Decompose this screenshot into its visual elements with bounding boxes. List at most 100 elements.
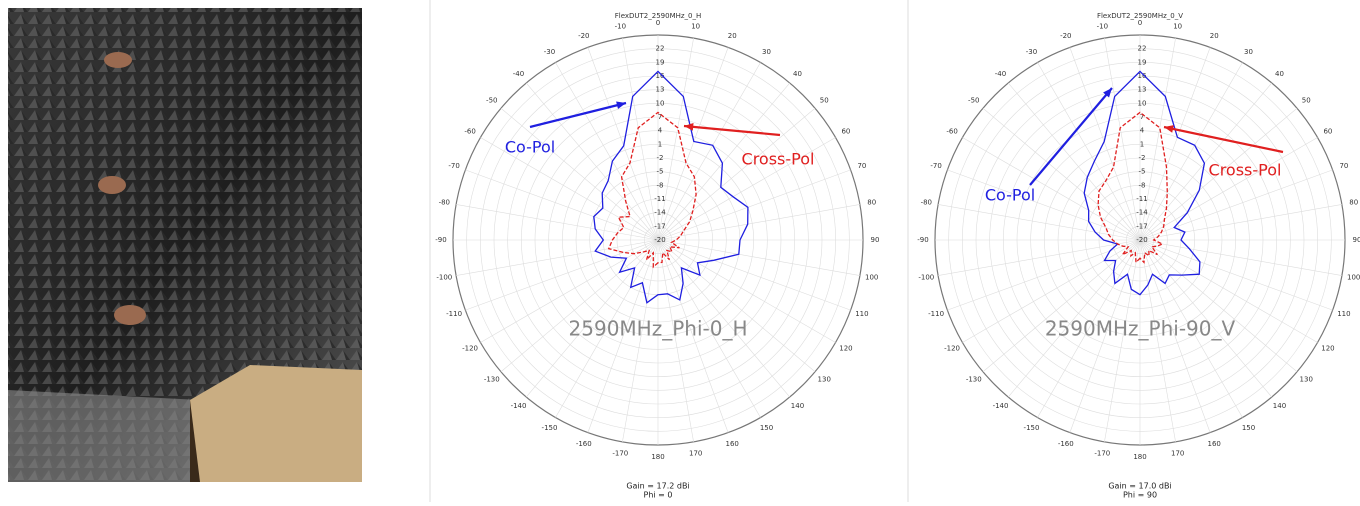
angle-tick-label: -40 xyxy=(513,70,524,78)
angle-tick-label: 40 xyxy=(1275,70,1284,78)
footer-text: Phi = 0 xyxy=(644,491,673,500)
series-annotation: Cross-Pol xyxy=(742,150,815,169)
angle-tick-label: -90 xyxy=(917,236,928,244)
angle-tick-label: 60 xyxy=(1323,128,1332,136)
angle-tick-label: -100 xyxy=(436,274,452,282)
series-annotation: Co-Pol xyxy=(505,138,555,157)
angle-tick-label: -40 xyxy=(995,70,1006,78)
radial-tick-label: 4 xyxy=(658,127,663,135)
radial-tick-label: 10 xyxy=(656,99,665,107)
radial-tick-label: 10 xyxy=(1138,99,1147,107)
radial-tick-label: -5 xyxy=(1139,168,1146,176)
angle-tick-label: -160 xyxy=(576,440,592,448)
radial-tick-label: 1 xyxy=(1140,140,1144,148)
radial-tick-label: -2 xyxy=(1139,154,1146,162)
angle-tick-label: 50 xyxy=(1302,97,1311,105)
angle-tick-label: -90 xyxy=(435,236,446,244)
angle-tick-label: 180 xyxy=(651,453,664,461)
angle-tick-label: 50 xyxy=(820,97,829,105)
angle-tick-label: -80 xyxy=(921,198,932,206)
angle-tick-label: 150 xyxy=(1242,424,1255,432)
radial-tick-label: -14 xyxy=(1136,209,1148,217)
angle-tick-label: -70 xyxy=(930,162,941,170)
angle-tick-label: -130 xyxy=(484,375,500,383)
angle-tick-label: -120 xyxy=(462,345,478,353)
angle-tick-label: -30 xyxy=(1026,48,1037,56)
angle-tick-label: -20 xyxy=(1060,32,1071,40)
angle-tick-label: -20 xyxy=(578,32,589,40)
angle-tick-label: 90 xyxy=(1353,236,1360,244)
angle-tick-label: -100 xyxy=(918,274,934,282)
radial-tick-label: 19 xyxy=(1138,58,1147,66)
annotation-arrow xyxy=(684,126,780,135)
radial-tick-label: 13 xyxy=(1138,86,1147,94)
radial-tick-label: 19 xyxy=(656,58,665,66)
plot-label: 2590MHz_Phi-0_H xyxy=(569,317,748,341)
radial-tick-label: -14 xyxy=(654,209,666,217)
angle-tick-label: 110 xyxy=(855,310,868,318)
angle-tick-label: 100 xyxy=(865,274,878,282)
angle-tick-label: 70 xyxy=(857,162,866,170)
angle-tick-label: 150 xyxy=(760,424,773,432)
angle-tick-label: -150 xyxy=(1024,424,1040,432)
angle-tick-label: -10 xyxy=(1097,22,1108,30)
angle-tick-label: 30 xyxy=(762,48,771,56)
annotation-arrow xyxy=(530,103,626,127)
angle-tick-label: 20 xyxy=(1210,32,1219,40)
figure: FlexDUT2_2590MHz_0_H01020304050607080901… xyxy=(0,0,1360,502)
footer-text: Phi = 90 xyxy=(1123,491,1157,500)
angle-tick-label: 160 xyxy=(726,440,739,448)
radial-tick-label: -8 xyxy=(1139,181,1146,189)
radial-tick-label: -2 xyxy=(657,154,664,162)
angle-tick-label: -170 xyxy=(612,450,628,458)
series-annotation: Cross-Pol xyxy=(1209,161,1282,180)
footer-text: Gain = 17.0 dBi xyxy=(1108,482,1171,491)
antenna xyxy=(104,52,132,68)
radial-tick-label: -20 xyxy=(654,236,665,244)
series-annotation: Co-Pol xyxy=(985,186,1035,205)
radial-tick-label: -8 xyxy=(657,181,664,189)
radial-tick-label: 13 xyxy=(656,86,665,94)
angle-tick-label: -160 xyxy=(1058,440,1074,448)
angle-tick-label: 130 xyxy=(1300,375,1313,383)
angle-tick-label: 10 xyxy=(691,22,700,30)
angle-tick-label: -110 xyxy=(446,310,462,318)
floor-absorbers xyxy=(8,390,200,482)
antenna xyxy=(114,305,146,325)
radial-tick-label: 22 xyxy=(656,45,665,53)
angle-tick-label: 20 xyxy=(728,32,737,40)
angle-tick-label: 180 xyxy=(1133,453,1146,461)
angle-tick-label: -80 xyxy=(439,198,450,206)
angle-tick-label: 0 xyxy=(1138,19,1142,27)
angle-tick-label: -60 xyxy=(946,128,957,136)
angle-tick-label: -60 xyxy=(464,128,475,136)
angle-tick-label: 120 xyxy=(1321,345,1334,353)
angle-tick-label: 130 xyxy=(818,375,831,383)
angle-tick-label: 70 xyxy=(1339,162,1348,170)
angle-tick-label: 140 xyxy=(1273,402,1286,410)
angle-tick-label: -150 xyxy=(542,424,558,432)
chamber-photo xyxy=(8,8,362,482)
radial-tick-label: 7 xyxy=(658,113,662,121)
radial-tick-label: -17 xyxy=(654,222,665,230)
angle-tick-label: -10 xyxy=(615,22,626,30)
angle-tick-label: 80 xyxy=(867,198,876,206)
angle-tick-label: -140 xyxy=(511,402,527,410)
angle-tick-label: -170 xyxy=(1094,450,1110,458)
pattern-line xyxy=(609,112,696,267)
angle-tick-label: -120 xyxy=(944,345,960,353)
radial-tick-label: -20 xyxy=(1136,236,1147,244)
radial-tick-label: -5 xyxy=(657,168,664,176)
angle-tick-label: 170 xyxy=(689,450,702,458)
plot-label: 2590MHz_Phi-90_V xyxy=(1045,317,1236,341)
angle-tick-label: -30 xyxy=(544,48,555,56)
angle-tick-label: -140 xyxy=(993,402,1009,410)
angle-tick-label: -50 xyxy=(486,97,497,105)
angle-tick-label: 30 xyxy=(1244,48,1253,56)
angle-tick-label: 60 xyxy=(841,128,850,136)
angle-tick-label: -50 xyxy=(968,97,979,105)
angle-tick-label: 140 xyxy=(791,402,804,410)
angle-tick-label: 40 xyxy=(793,70,802,78)
angle-tick-label: 120 xyxy=(839,345,852,353)
angle-tick-label: -130 xyxy=(966,375,982,383)
